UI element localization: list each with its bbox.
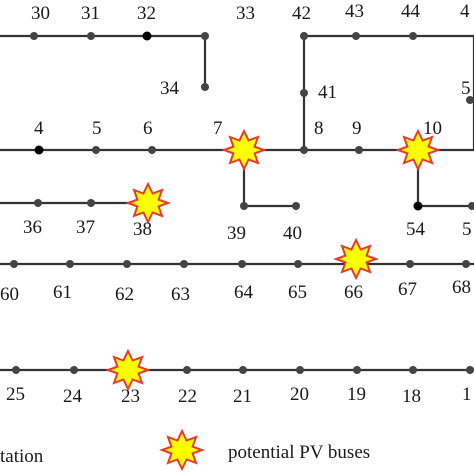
bus-label-32: 32 xyxy=(137,3,156,24)
bus-nodes xyxy=(10,31,474,374)
legend-pv-label: potential PV buses xyxy=(228,442,370,463)
bus-label-5: 5 xyxy=(92,118,102,139)
bus-node-60 xyxy=(10,260,18,268)
pv-markers xyxy=(105,128,441,392)
bus-node-67 xyxy=(406,260,414,268)
bus-label-30: 30 xyxy=(31,3,50,24)
bus-node-33 xyxy=(201,32,209,40)
bus-node-30 xyxy=(30,32,38,40)
bus-label-67: 67 xyxy=(398,279,417,300)
pv-star-icon-bus-23 xyxy=(105,348,151,392)
bus-node-5x xyxy=(466,96,474,104)
bus-label-45: 4 xyxy=(460,1,470,22)
bus-label-65: 65 xyxy=(288,282,307,303)
bus-label-25: 25 xyxy=(6,384,25,405)
bus-node-4 xyxy=(34,145,44,155)
bus-node-64 xyxy=(238,260,246,268)
bus-label-5x: 5 xyxy=(461,78,471,99)
bus-label-34: 34 xyxy=(160,78,180,99)
bus-label-24: 24 xyxy=(63,386,83,407)
bus-label-54: 54 xyxy=(406,219,426,240)
bus-node-42 xyxy=(300,32,308,40)
pv-star-icon-bus-66 xyxy=(333,237,379,281)
bus-node-9 xyxy=(355,146,363,154)
bus-label-62: 62 xyxy=(115,284,134,305)
bus-label-6: 6 xyxy=(143,118,153,139)
bus-node-65 xyxy=(294,260,302,268)
bus-label-41: 41 xyxy=(318,82,337,103)
bus-node-8 xyxy=(300,146,308,154)
bus-node-54 xyxy=(413,201,423,211)
bus-node-39 xyxy=(240,202,248,210)
bus-node-40 xyxy=(292,202,300,210)
bus-node-17 xyxy=(466,366,474,374)
bus-label-40: 40 xyxy=(283,223,302,244)
bus-node-61 xyxy=(66,260,74,268)
pv-star-icon-bus-7 xyxy=(221,128,267,172)
bus-label-21: 21 xyxy=(233,386,252,407)
bus-node-19 xyxy=(353,366,361,374)
bus-label-37: 37 xyxy=(76,217,95,238)
bus-label-44: 44 xyxy=(401,1,421,22)
bus-label-38: 38 xyxy=(133,219,152,240)
bus-node-41 xyxy=(300,89,308,97)
bus-node-6 xyxy=(148,146,156,154)
legend-station-label: tation xyxy=(0,446,44,467)
bus-label-18: 18 xyxy=(402,386,421,407)
bus-node-31 xyxy=(87,32,95,40)
bus-label-19: 19 xyxy=(347,384,366,405)
bus-label-55: 5 xyxy=(462,219,472,240)
bus-label-68: 68 xyxy=(452,277,471,298)
bus-label-39: 39 xyxy=(227,223,246,244)
bus-node-5 xyxy=(92,146,100,154)
bus-label-17: 1 xyxy=(462,384,472,405)
bus-node-37 xyxy=(87,199,95,207)
bus-node-68 xyxy=(462,260,470,268)
bus-node-43 xyxy=(352,32,360,40)
pv-star-icon-bus-10 xyxy=(395,128,441,172)
bus-node-22 xyxy=(183,366,191,374)
bus-node-20 xyxy=(296,366,304,374)
bus-label-64: 64 xyxy=(234,282,254,303)
bus-label-4: 4 xyxy=(34,118,44,139)
bus-label-33: 33 xyxy=(236,3,255,24)
bus-node-24 xyxy=(70,366,78,374)
bus-node-36 xyxy=(34,199,42,207)
bus-label-23: 23 xyxy=(121,386,140,407)
bus-node-63 xyxy=(180,260,188,268)
bus-node-21 xyxy=(239,366,247,374)
bus-node-62 xyxy=(123,260,131,268)
bus-label-22: 22 xyxy=(178,386,197,407)
bus-label-10: 10 xyxy=(423,118,442,139)
bus-node-25 xyxy=(12,366,20,374)
bus-node-32 xyxy=(142,31,152,41)
bus-node-55 xyxy=(468,202,474,210)
pv-star-icon-bus-38 xyxy=(125,181,171,225)
bus-node-34 xyxy=(201,83,209,91)
bus-label-36: 36 xyxy=(23,217,42,238)
bus-node-18 xyxy=(409,366,417,374)
bus-label-9: 9 xyxy=(352,118,362,139)
bus-labels: 30 31 32 33 42 43 44 4 34 41 5 4 5 6 7 8… xyxy=(0,1,472,407)
bus-label-31: 31 xyxy=(81,3,100,24)
legend-star-icon xyxy=(159,428,205,472)
bus-label-63: 63 xyxy=(171,284,190,305)
bus-label-7: 7 xyxy=(213,118,223,139)
bus-label-42: 42 xyxy=(292,3,311,24)
bus-label-66: 66 xyxy=(344,282,363,303)
bus-label-8: 8 xyxy=(314,118,324,139)
legend: tation potential PV buses xyxy=(0,428,370,472)
bus-label-20: 20 xyxy=(290,384,309,405)
bus-label-60: 60 xyxy=(0,284,19,305)
bus-label-61: 61 xyxy=(53,282,72,303)
bus-node-44 xyxy=(409,32,417,40)
bus-label-43: 43 xyxy=(345,1,364,22)
